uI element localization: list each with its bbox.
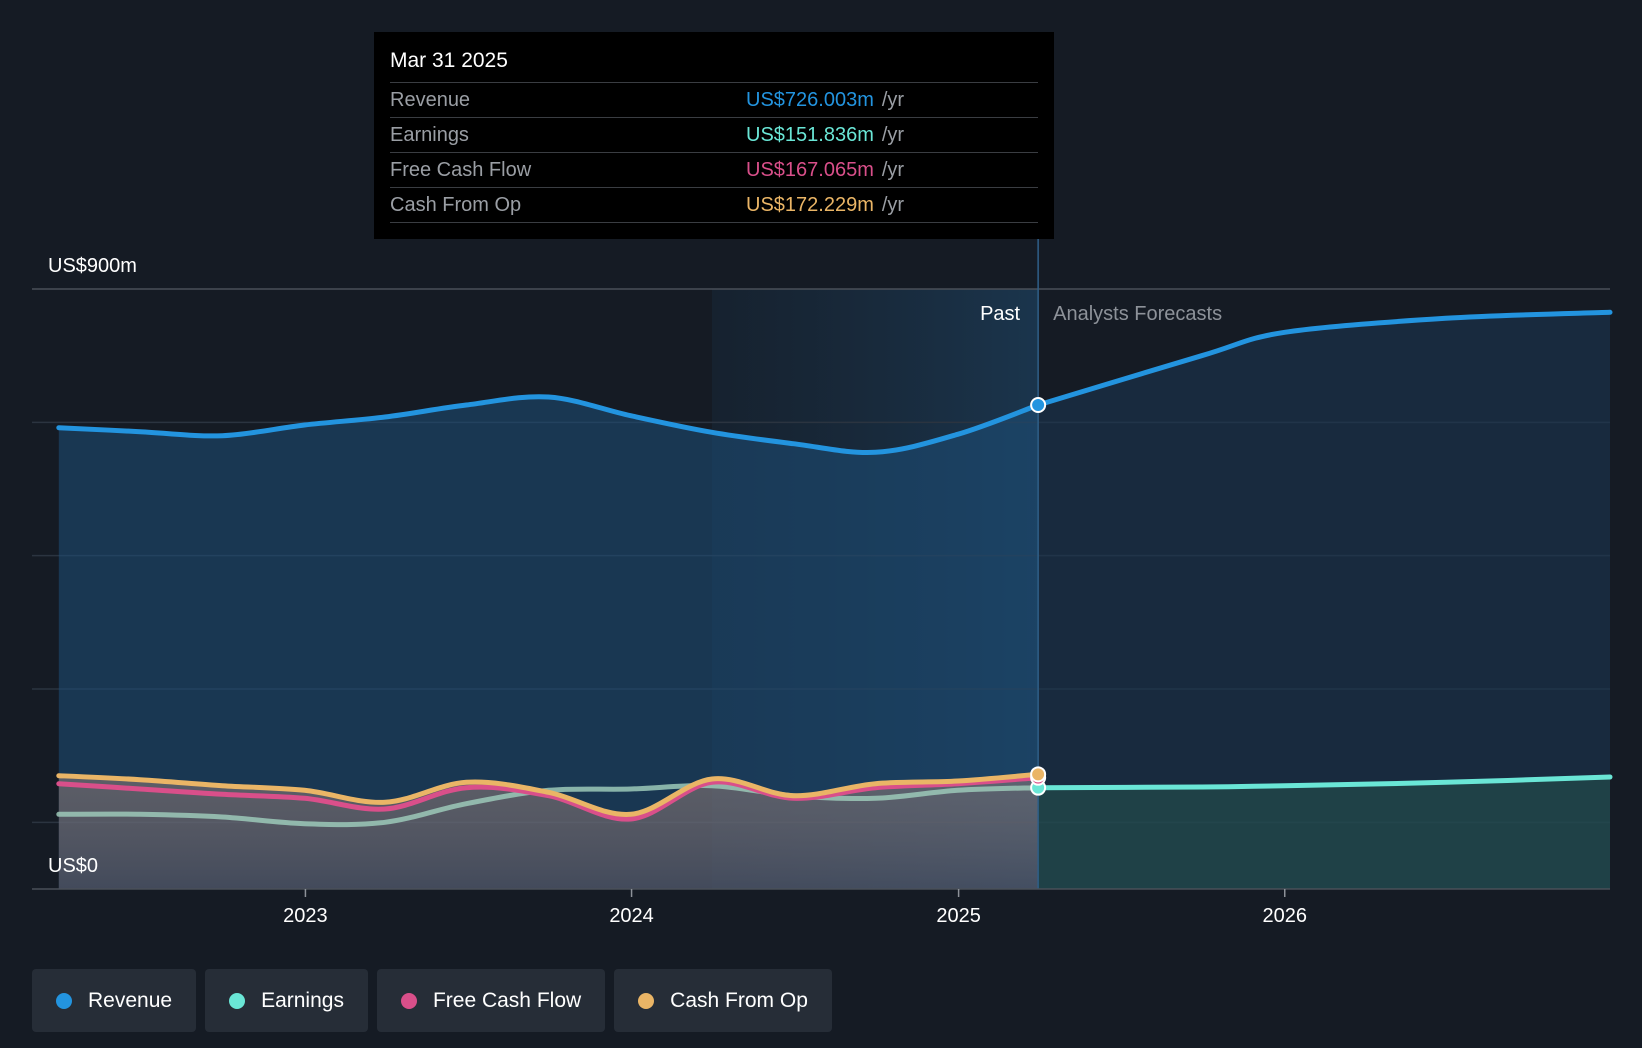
tooltip-row-unit: /yr: [881, 194, 905, 216]
forecast-label: Analysts Forecasts: [1053, 303, 1222, 325]
series-lines: [56, 309, 1613, 828]
y-axis-bottom-label: US$0: [48, 855, 98, 877]
legend-item-earnings[interactable]: Earnings: [205, 969, 368, 1032]
tooltip-row-unit: /yr: [881, 89, 905, 111]
x-tick-label: 2025: [936, 905, 981, 927]
tooltip-row-label: Earnings: [390, 124, 469, 146]
revenue-marker: [1030, 397, 1047, 413]
tooltip: Mar 31 2025 Revenue US$726.003m/yr Earning…: [374, 32, 1054, 239]
tooltip-row-unit: /yr: [881, 159, 905, 181]
legend-dot-icon: [229, 992, 246, 1009]
revenue-line: [56, 394, 1041, 456]
legend-label: Revenue: [88, 988, 173, 1012]
tooltip-row-value: US$151.836m: [746, 124, 874, 146]
tooltip-rows: Revenue US$726.003m/yr Earnings US$151.836m…: [390, 83, 1038, 223]
tooltip-row-unit: /yr: [881, 124, 905, 146]
legend-dot-icon: [56, 992, 72, 1009]
tooltip-row-value: US$172.229m: [746, 194, 874, 216]
cash-from-op-marker: [1030, 766, 1047, 783]
x-tick-label: 2026: [1262, 905, 1307, 927]
legend-label: Cash From Op: [670, 988, 808, 1012]
tooltip-row: Cash From Op US$172.229m/yr: [390, 188, 1038, 223]
revenue-forecast-area: [1038, 312, 1610, 889]
legend-label: Earnings: [261, 988, 344, 1012]
tooltip-row-value: US$726.003m: [746, 89, 874, 111]
legend-dot-icon: [638, 992, 655, 1009]
series-markers: [1030, 397, 1047, 796]
earnings-forecast-line: [1035, 774, 1613, 791]
tooltip-row-value: US$167.065m: [746, 159, 874, 181]
legend: Revenue Earnings Free Cash Flow Cash From O…: [32, 969, 832, 1032]
legend-dot-icon: [400, 992, 417, 1009]
tooltip-row-label: Free Cash Flow: [390, 159, 532, 181]
legend-item-cash-from-op[interactable]: Cash From Op: [614, 969, 832, 1032]
tooltip-row-label: Cash From Op: [390, 194, 522, 216]
tooltip-row: Free Cash Flow US$167.065m/yr: [390, 153, 1038, 188]
tooltip-date: Mar 31 2025: [390, 46, 1038, 83]
tooltip-row-label: Revenue: [390, 89, 471, 111]
legend-label: Free Cash Flow: [432, 988, 582, 1012]
x-tick-label: 2024: [609, 905, 654, 927]
earnings-forecast-area: [1038, 777, 1610, 889]
tooltip-row: Revenue US$726.003m/yr: [390, 83, 1038, 118]
series-areas: [58, 312, 1610, 889]
x-tick-label: 2023: [283, 905, 328, 927]
cash-flow-past-area: [58, 774, 1039, 889]
legend-item-free-cash-flow[interactable]: Free Cash Flow: [376, 969, 606, 1032]
x-axis-ticks: 2023 2024 2025 2026: [283, 889, 1307, 927]
revenue-past-area: [58, 396, 1039, 889]
past-label: Past: [980, 303, 1020, 325]
legend-item-revenue[interactable]: Revenue: [32, 969, 197, 1032]
cash-from-op-line: [56, 771, 1041, 817]
free-cash-flow-line: [56, 775, 1041, 822]
y-axis-top-label: US$900m: [48, 255, 137, 277]
revenue-forecast-line: [1035, 309, 1613, 408]
tooltip-row: Earnings US$151.836m/yr: [390, 118, 1038, 153]
